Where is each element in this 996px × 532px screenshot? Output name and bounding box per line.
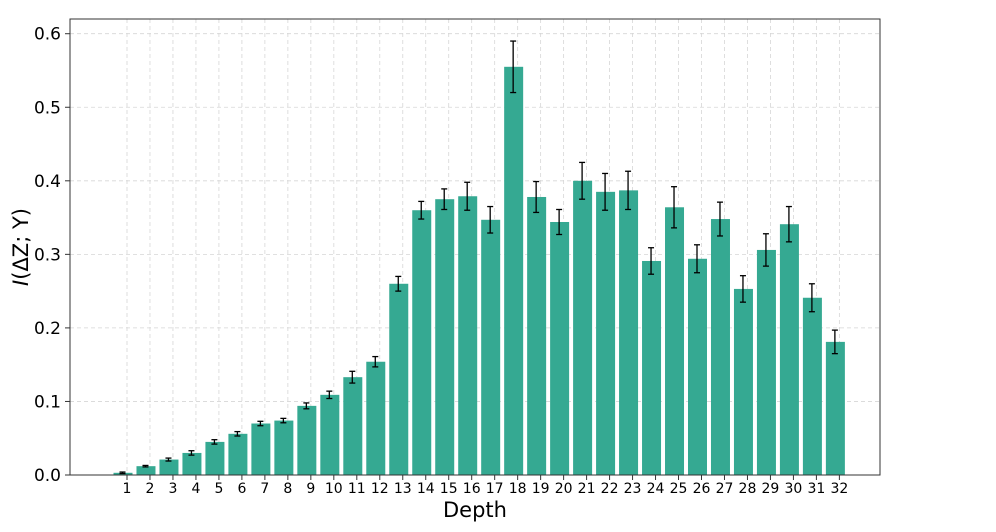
y-tick-label: 0.0 (34, 466, 61, 486)
x-tick-label: 13 (394, 481, 412, 497)
x-axis-label: Depth (443, 498, 507, 522)
x-tick-label: 20 (555, 481, 573, 497)
x-tick-label: 8 (283, 481, 292, 497)
bar (274, 420, 294, 475)
bar (435, 199, 455, 475)
bar (710, 219, 730, 475)
x-tick-label: 9 (306, 481, 315, 497)
bar (688, 258, 707, 475)
bar (159, 459, 179, 475)
y-tick-label: 0.6 (34, 25, 61, 45)
y-tick-label: 0.1 (34, 392, 61, 412)
bar (665, 207, 685, 475)
x-tick-label: 1 (123, 481, 132, 497)
x-tick-label: 23 (624, 481, 642, 497)
x-tick-label: 26 (693, 481, 711, 497)
bar (481, 219, 501, 475)
x-tick-label: 30 (785, 481, 803, 497)
x-tick-label: 21 (578, 481, 596, 497)
bar (389, 283, 409, 475)
x-tick-label: 19 (532, 481, 550, 497)
bar (136, 466, 156, 475)
bar (343, 377, 363, 475)
bar (756, 249, 776, 475)
x-tick-label: 32 (830, 481, 848, 497)
x-tick-label: 16 (463, 481, 481, 497)
bar (458, 196, 478, 475)
bar (412, 210, 432, 475)
x-tick-label: 29 (762, 481, 780, 497)
bar (366, 361, 386, 475)
bar (297, 405, 317, 475)
x-tick-label: 18 (509, 481, 527, 497)
bar (527, 196, 547, 475)
y-tick-label: 0.4 (34, 172, 61, 192)
x-tick-label: 28 (739, 481, 757, 497)
x-tick-label: 5 (214, 481, 223, 497)
bar (182, 452, 202, 475)
bar (251, 423, 271, 475)
bars (113, 66, 845, 475)
y-axis-label: I(ΔZ; Y) (9, 208, 33, 286)
bar (802, 297, 822, 475)
x-tick-label: 25 (670, 481, 688, 497)
x-tick-label: 10 (325, 481, 343, 497)
bar (205, 441, 225, 475)
x-tick-label: 22 (601, 481, 619, 497)
bar (550, 221, 570, 475)
x-tick-label: 11 (348, 481, 366, 497)
x-tick-label: 4 (191, 481, 200, 497)
y-axis-ticks: 0.0 0.1 0.2 0.3 0.4 0.5 0.6 (34, 25, 70, 486)
y-tick-label: 0.5 (34, 98, 61, 118)
bar (733, 288, 753, 475)
x-tick-label: 12 (371, 481, 389, 497)
x-tick-label: 17 (486, 481, 504, 497)
bar (596, 191, 616, 475)
x-tick-label: 27 (716, 481, 734, 497)
bar (504, 66, 524, 475)
x-tick-label: 6 (237, 481, 246, 497)
x-tick-label: 15 (440, 481, 458, 497)
x-tick-label: 2 (146, 481, 155, 497)
x-axis-ticks: 1 2 3 4 5 6 7 8 9 10 11 12 13 14 15 16 17 18 19 20 21 22 23 24 2… (123, 475, 848, 497)
bar (573, 180, 593, 475)
plot-frame (69, 18, 881, 476)
bar (320, 394, 340, 475)
bar (779, 224, 799, 475)
bar (642, 260, 662, 475)
y-tick-label: 0.3 (34, 245, 61, 265)
x-tick-label: 3 (168, 481, 177, 497)
x-tick-label: 14 (417, 481, 435, 497)
x-tick-label: 7 (260, 481, 269, 497)
bar (228, 433, 248, 475)
error-bars (119, 40, 838, 475)
y-tick-label: 0.2 (34, 319, 61, 339)
x-tick-label: 31 (807, 481, 825, 497)
bar (825, 341, 845, 475)
x-tick-label: 24 (647, 481, 665, 497)
bar (619, 190, 639, 475)
